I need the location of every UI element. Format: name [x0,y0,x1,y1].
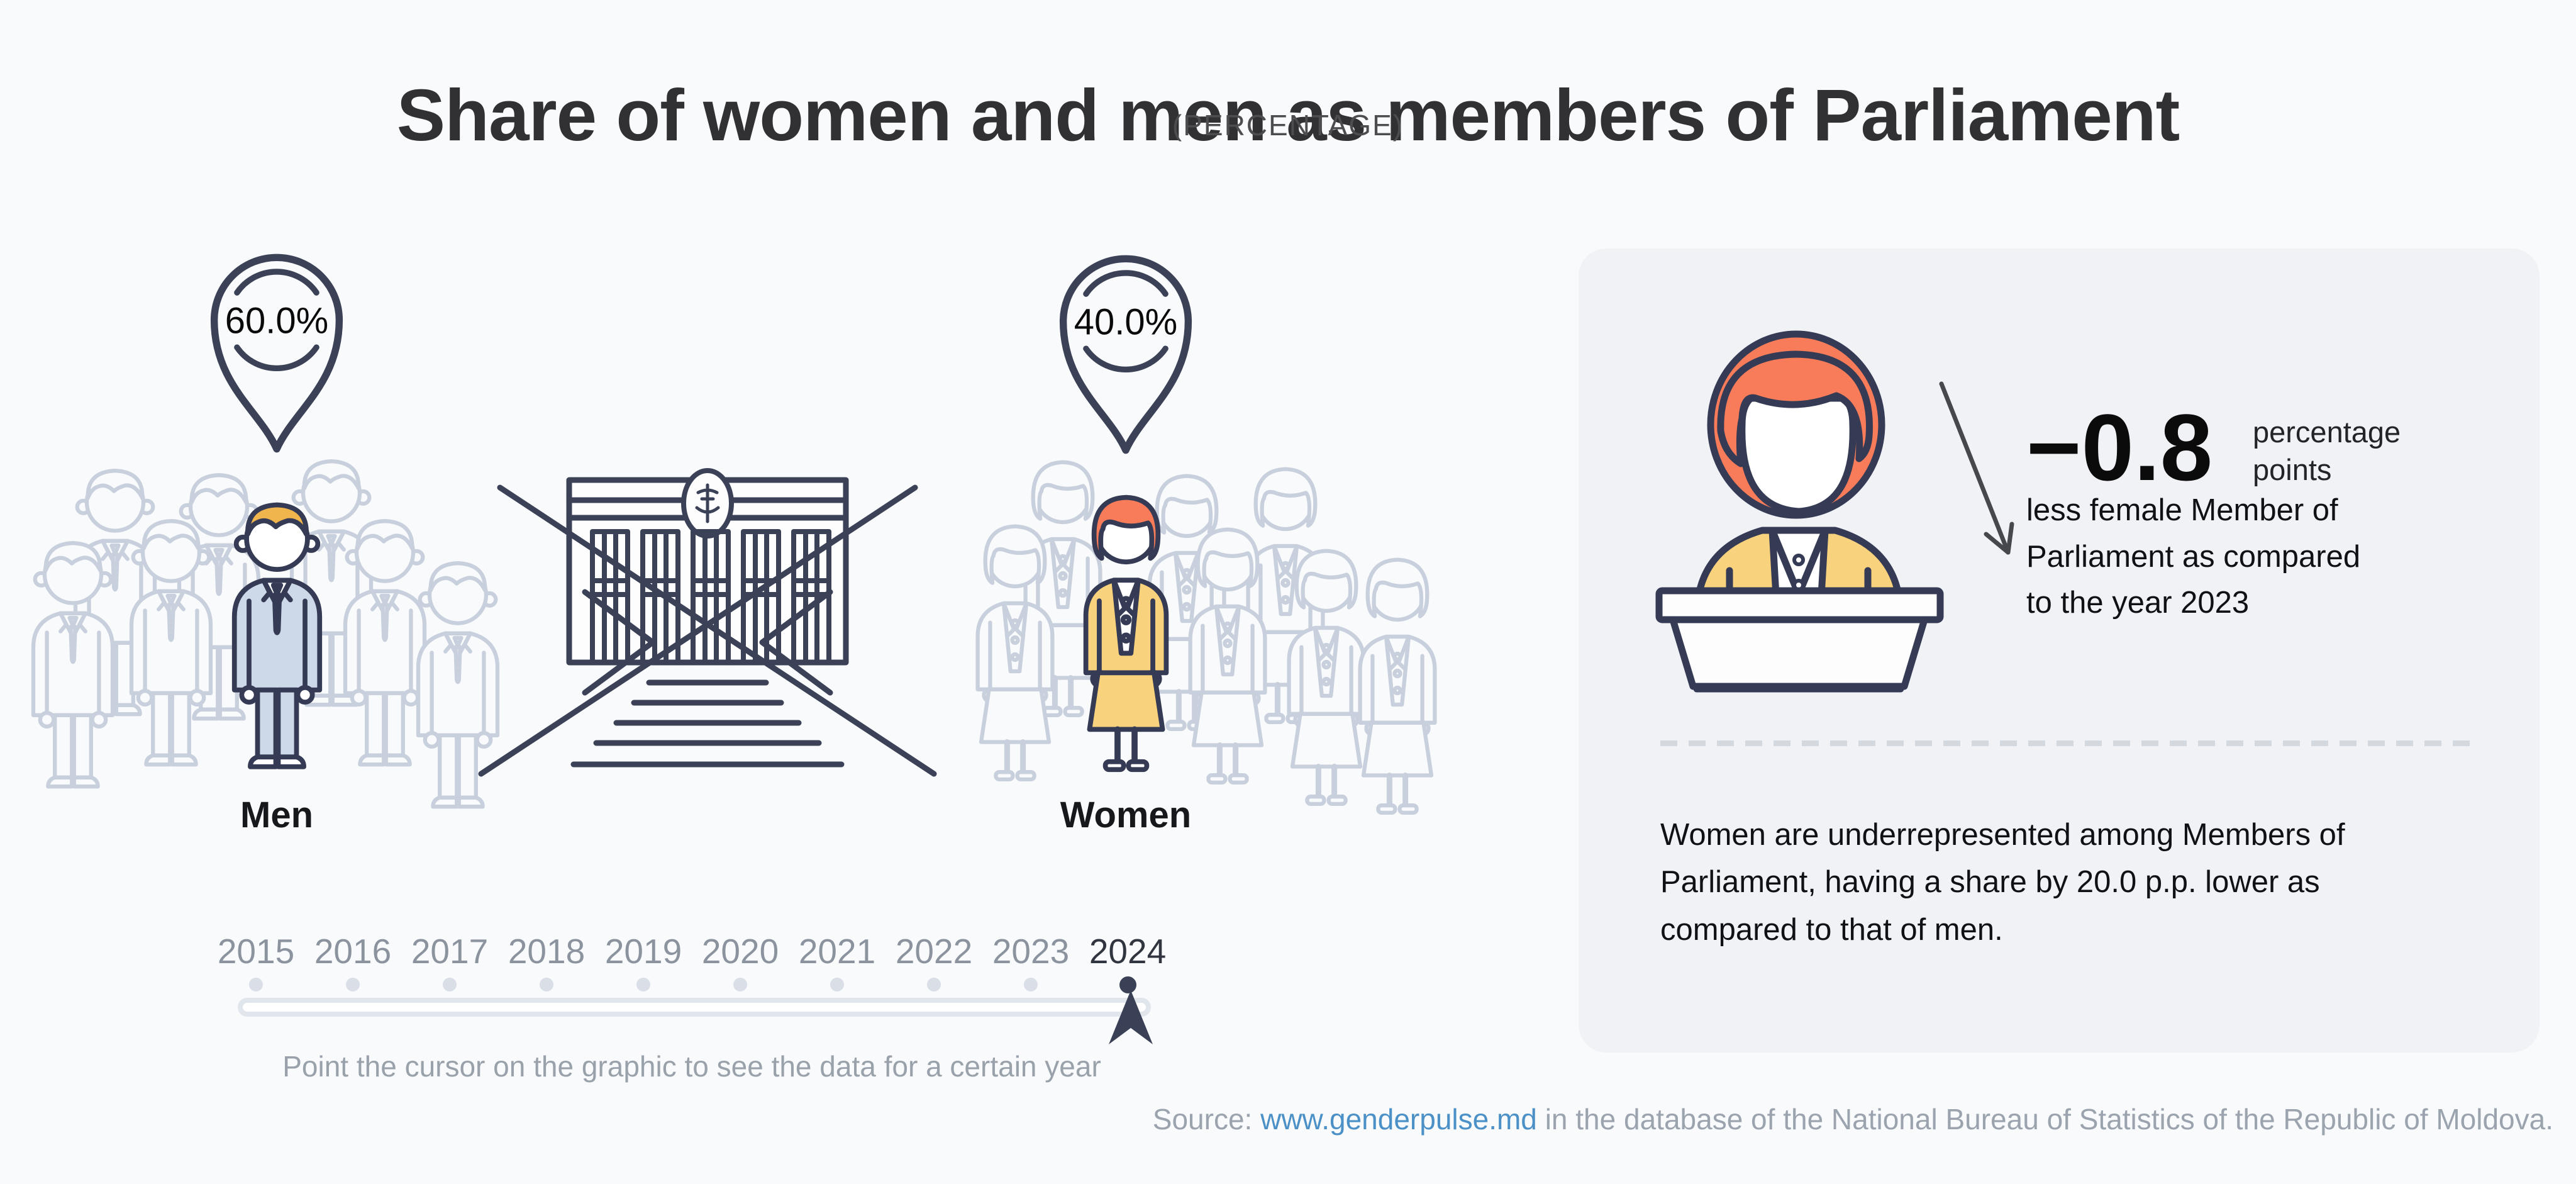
timeline-year-2016[interactable]: 2016 [314,932,392,971]
timeline-dot[interactable] [1024,978,1038,991]
timeline-year-2023[interactable]: 2023 [992,932,1070,971]
timeline-dot[interactable] [443,978,457,991]
timeline-year-2017[interactable]: 2017 [411,932,489,971]
timeline-track[interactable] [238,998,1151,1017]
man-silhouette-icon [131,521,211,764]
woman-silhouette-icon [978,527,1053,779]
timeline-dot[interactable] [636,978,650,991]
man-silhouette-icon [33,543,113,786]
timeline-dot-slot [886,975,982,994]
timeline-year-2022[interactable]: 2022 [895,932,973,971]
source-link[interactable]: www.genderpulse.md [1260,1103,1537,1136]
timeline-dot-slot [595,975,692,994]
timeline-year-2015[interactable]: 2015 [217,932,295,971]
timeline-dot[interactable] [733,978,747,991]
timeline-year-2021[interactable]: 2021 [798,932,876,971]
timeline-dot[interactable] [927,978,941,991]
women-label: Women [1060,795,1192,835]
timeline-dot-slot [1079,975,1176,994]
timeline-year-2020[interactable]: 2020 [701,932,779,971]
timeline-dot[interactable] [540,978,553,991]
timeline-dot[interactable] [346,978,360,991]
parliament-building-icon [478,468,937,777]
women-share-pin-icon: 40.0% [1059,255,1192,454]
man-highlighted-icon [235,505,320,766]
men-share-pin-icon: 60.0% [210,254,343,453]
timeline-dot[interactable] [249,978,263,991]
timeline-year-2024[interactable]: 2024 [1089,932,1167,971]
source-prefix: Source: [1152,1103,1253,1136]
woman-silhouette-icon [1360,560,1435,813]
woman-silhouette-icon [1191,530,1265,783]
woman-highlighted-icon [1086,498,1167,770]
timeline-dot[interactable] [1119,976,1136,993]
timeline-cursor-icon[interactable] [1106,989,1155,1047]
women-share-value: 40.0% [1074,302,1177,342]
timeline-dot-slot [498,975,595,994]
delta-value: −0.8 [2026,394,2213,500]
timeline-years: 2015 2016 2017 2018 2019 2020 2021 2022 2023 2024 [208,931,1176,971]
timeline-dot-slot [208,975,304,994]
source-line: Source: www.genderpulse.md in the databa… [1153,1102,2553,1136]
timeline-year-2019[interactable]: 2019 [604,932,682,971]
dashed-divider [1660,740,2475,746]
insight-card: −0.8 percentage points less female Membe… [1579,249,2540,1053]
delta-description: less female Member of Parliament as comp… [2026,493,2361,620]
men-label: Men [240,795,313,835]
men-group-graphic[interactable] [31,428,522,790]
timeline-dot-slot [789,975,886,994]
page-subtitle: (PERCENTAGE) [1172,109,1404,142]
timeline-dot-slot [982,975,1079,994]
decline-arrow-icon [1939,381,2014,555]
timeline-dot-slot [304,975,401,994]
timeline-year-2018[interactable]: 2018 [508,932,586,971]
summary-text: Women are underrepresented among Members… [1660,818,2345,947]
woman-silhouette-icon [1289,551,1364,804]
women-group-graphic[interactable] [912,428,1402,790]
timeline-dot[interactable] [830,978,844,991]
man-silhouette-icon [345,521,425,764]
men-share-value: 60.0% [225,301,328,341]
delta-unit: percentage points [2253,415,2401,487]
source-suffix: in the database of the National Bureau o… [1545,1103,2553,1136]
timeline-instruction: Point the cursor on the graphic to see t… [282,1050,1101,1083]
timeline-dots [208,975,1176,994]
woman-at-podium-icon [1655,330,1944,693]
page-title: Share of women and men as members of Par… [396,74,2180,156]
timeline-dot-slot [401,975,498,994]
timeline-dot-slot [692,975,789,994]
